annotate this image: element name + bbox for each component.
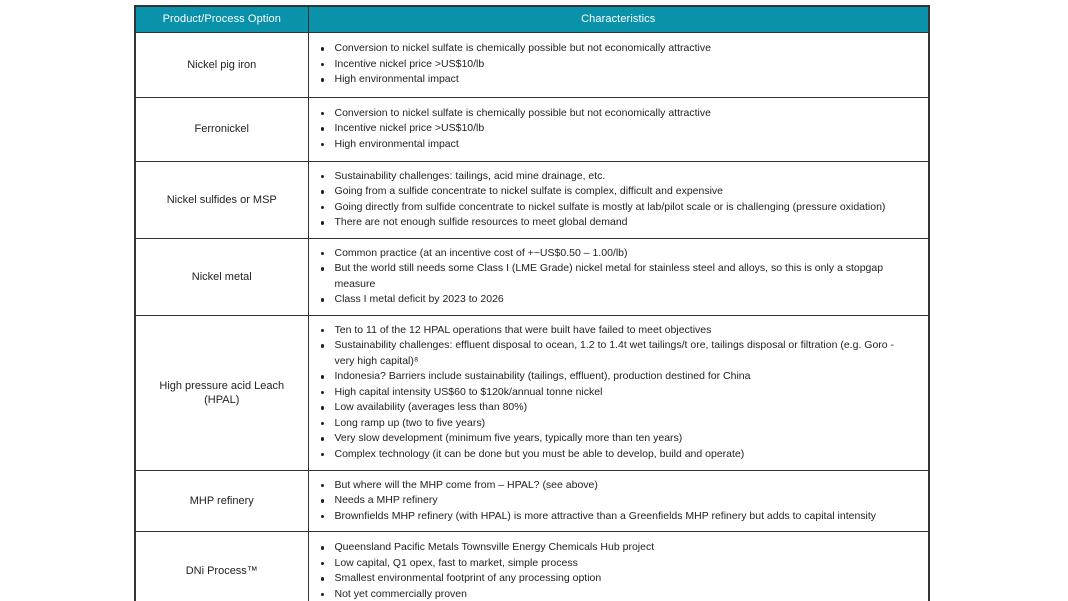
characteristic-item: High capital intensity US$60 to $120k/an… [309,385,917,401]
characteristic-item: Incentive nickel price >US$10/lb [309,121,917,137]
characteristic-item: Not yet commercially proven [309,587,917,601]
table-row: Ferronickel Conversion to nickel sulfate… [134,96,930,162]
characteristic-item: Sustainability challenges: tailings, aci… [309,169,917,185]
characteristics-cell: Common practice (at an incentive cost of… [307,237,930,316]
characteristic-item: Queensland Pacific Metals Townsville Ene… [309,540,917,556]
characteristic-item: Conversion to nickel sulfate is chemical… [309,106,917,122]
characteristic-item: Class I metal deficit by 2023 to 2026 [309,292,917,308]
characteristic-item: Smallest environmental footprint of any … [309,571,917,587]
characteristic-item: Going from a sulfide concentrate to nick… [309,184,917,200]
table-row: Nickel sulfides or MSP Sustainability ch… [134,160,930,239]
option-cell: Nickel pig iron [134,31,309,98]
characteristics-list: Conversion to nickel sulfate is chemical… [309,41,917,88]
characteristic-item: Low availability (averages less than 80%… [309,400,917,416]
header-row: Product/Process Option Characteristics [134,5,930,33]
characteristics-cell: Queensland Pacific Metals Townsville Ene… [307,531,930,601]
characteristics-list: Ten to 11 of the 12 HPAL operations that… [309,323,917,463]
characteristic-item: Incentive nickel price >US$10/lb [309,57,917,73]
product-process-table: Product/Process Option Characteristics N… [134,5,930,601]
option-cell: Nickel metal [134,237,309,316]
table-row: DNi Process™ Queensland Pacific Metals T… [134,531,930,601]
header-characteristics: Characteristics [307,5,930,33]
characteristics-list: But where will the MHP come from – HPAL?… [309,478,917,525]
option-cell: Ferronickel [134,96,309,162]
characteristic-item: But where will the MHP come from – HPAL?… [309,478,917,494]
characteristics-cell: But where will the MHP come from – HPAL?… [307,469,930,532]
characteristic-item: Needs a MHP refinery [309,493,917,509]
table-row: MHP refinery But where will the MHP come… [134,469,930,532]
characteristic-item: Conversion to nickel sulfate is chemical… [309,41,917,57]
characteristics-list: Sustainability challenges: tailings, aci… [309,169,917,231]
characteristics-cell: Sustainability challenges: tailings, aci… [307,160,930,239]
characteristic-item: But the world still needs some Class I (… [309,261,917,292]
table-row: Nickel metal Common practice (at an ince… [134,237,930,316]
option-cell: DNi Process™ [134,531,309,601]
option-cell: MHP refinery [134,469,309,532]
table-row: High pressure acid Leach (HPAL) Ten to 1… [134,314,930,471]
characteristic-item: Sustainability challenges: effluent disp… [309,338,917,369]
characteristics-cell: Ten to 11 of the 12 HPAL operations that… [307,314,930,471]
characteristic-item: Low capital, Q1 opex, fast to market, si… [309,556,917,572]
characteristics-list: Queensland Pacific Metals Townsville Ene… [309,540,917,601]
characteristic-item: High environmental impact [309,137,917,153]
characteristics-list: Conversion to nickel sulfate is chemical… [309,106,917,153]
characteristic-item: There are not enough sulfide resources t… [309,215,917,231]
characteristic-item: Common practice (at an incentive cost of… [309,246,917,262]
option-cell: Nickel sulfides or MSP [134,160,309,239]
characteristic-item: Very slow development (minimum five year… [309,431,917,447]
characteristic-item: Long ramp up (two to five years) [309,416,917,432]
characteristic-item: Complex technology (it can be done but y… [309,447,917,463]
table-row: Nickel pig iron Conversion to nickel sul… [134,31,930,98]
characteristic-item: Brownfields MHP refinery (with HPAL) is … [309,509,917,525]
characteristics-cell: Conversion to nickel sulfate is chemical… [307,31,930,98]
characteristics-list: Common practice (at an incentive cost of… [309,246,917,308]
option-cell: High pressure acid Leach (HPAL) [134,314,309,471]
characteristics-cell: Conversion to nickel sulfate is chemical… [307,96,930,162]
header-product-process-option: Product/Process Option [134,5,309,33]
characteristic-item: High environmental impact [309,72,917,88]
characteristic-item: Indonesia? Barriers include sustainabili… [309,369,917,385]
characteristic-item: Going directly from sulfide concentrate … [309,200,917,216]
characteristic-item: Ten to 11 of the 12 HPAL operations that… [309,323,917,339]
table-body: Nickel pig iron Conversion to nickel sul… [134,31,930,601]
